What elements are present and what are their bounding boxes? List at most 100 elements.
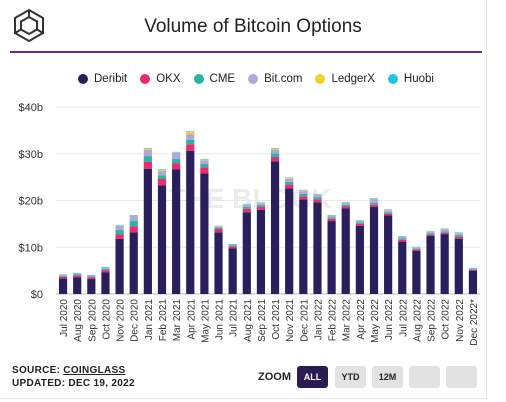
bar-segment-deribit[interactable] xyxy=(73,277,82,294)
bar-segment-bitcom[interactable] xyxy=(454,233,463,236)
bar-segment-okx[interactable] xyxy=(214,229,223,233)
bar-segment-bitcom[interactable] xyxy=(285,178,294,182)
bar-segment-okx[interactable] xyxy=(73,275,82,278)
bar-segment-cme[interactable] xyxy=(87,276,96,278)
bar-segment-cme[interactable] xyxy=(369,202,379,205)
bar-segment-bitcom[interactable] xyxy=(384,210,393,213)
bar-segment-deribit[interactable] xyxy=(200,173,209,294)
bar-segment-cme[interactable] xyxy=(256,205,266,208)
bar-stack[interactable] xyxy=(115,224,124,294)
bar-segment-cme[interactable] xyxy=(186,139,195,145)
bar-segment-okx[interactable] xyxy=(355,223,364,226)
bar-segment-huobi[interactable] xyxy=(172,151,181,153)
bar-stack[interactable] xyxy=(172,151,181,294)
bar-segment-huobi[interactable] xyxy=(115,224,124,226)
bar-segment-huobi[interactable] xyxy=(157,169,167,170)
bar-segment-ledgerx[interactable] xyxy=(242,204,251,205)
bar-stack[interactable] xyxy=(186,131,195,294)
bar-segment-deribit[interactable] xyxy=(384,215,393,294)
bar-segment-deribit[interactable] xyxy=(228,248,237,294)
bar-segment-okx[interactable] xyxy=(313,199,322,203)
bar-segment-okx[interactable] xyxy=(440,232,449,235)
zoom-ytd-button[interactable]: YTD xyxy=(335,366,366,388)
bar-segment-deribit[interactable] xyxy=(129,232,138,294)
bar-segment-okx[interactable] xyxy=(454,236,463,239)
bar-segment-okx[interactable] xyxy=(468,269,478,271)
bar-stack[interactable] xyxy=(440,228,449,294)
bar-segment-cme[interactable] xyxy=(384,212,393,214)
bar-segment-huobi[interactable] xyxy=(228,243,237,245)
bar-segment-okx[interactable] xyxy=(200,167,209,174)
bar-segment-ledgerx[interactable] xyxy=(440,229,449,230)
bar-segment-ledgerx[interactable] xyxy=(285,178,294,179)
bar-segment-bitcom[interactable] xyxy=(87,275,96,277)
bar-stack[interactable] xyxy=(129,214,138,294)
bar-segment-cme[interactable] xyxy=(228,245,237,247)
bar-segment-ledgerx[interactable] xyxy=(157,169,167,172)
bar-segment-ledgerx[interactable] xyxy=(200,159,209,161)
bar-segment-deribit[interactable] xyxy=(341,208,350,294)
legend-item-cme[interactable]: CME xyxy=(193,73,235,85)
bar-segment-deribit[interactable] xyxy=(172,169,181,294)
bar-stack[interactable] xyxy=(242,203,251,294)
bar-stack[interactable] xyxy=(468,267,478,294)
bar-segment-cme[interactable] xyxy=(468,269,478,270)
bar-segment-okx[interactable] xyxy=(299,196,308,200)
bar-segment-ledgerx[interactable] xyxy=(369,198,379,200)
bar-segment-ledgerx[interactable] xyxy=(341,202,350,203)
bar-segment-okx[interactable] xyxy=(101,270,110,273)
bar-segment-deribit[interactable] xyxy=(412,250,421,294)
bar-stack[interactable] xyxy=(384,209,393,294)
bar-segment-bitcom[interactable] xyxy=(186,134,195,140)
bar-segment-cme[interactable] xyxy=(115,229,124,235)
bar-segment-huobi[interactable] xyxy=(285,177,294,179)
bar-segment-cme[interactable] xyxy=(200,164,209,168)
bar-segment-cme[interactable] xyxy=(143,156,152,162)
bar-segment-huobi[interactable] xyxy=(186,131,195,132)
bar-segment-bitcom[interactable] xyxy=(101,267,110,269)
bar-segment-deribit[interactable] xyxy=(299,199,308,294)
bar-segment-okx[interactable] xyxy=(157,178,167,186)
bar-segment-bitcom[interactable] xyxy=(468,268,478,270)
bar-stack[interactable] xyxy=(101,266,110,294)
bar-segment-bitcom[interactable] xyxy=(214,226,223,228)
legend-item-bitcom[interactable]: Bit.com xyxy=(248,73,302,85)
bar-segment-okx[interactable] xyxy=(228,246,237,249)
zoom-all-button[interactable]: ALL xyxy=(297,366,328,388)
bar-segment-deribit[interactable] xyxy=(327,221,336,294)
bar-segment-deribit[interactable] xyxy=(157,185,167,294)
bar-segment-okx[interactable] xyxy=(87,277,96,280)
bar-segment-ledgerx[interactable] xyxy=(398,236,407,237)
bar-stack[interactable] xyxy=(355,220,364,294)
bar-segment-huobi[interactable] xyxy=(468,267,478,269)
bar-stack[interactable] xyxy=(157,169,167,294)
bar-segment-huobi[interactable] xyxy=(341,201,350,203)
bar-stack[interactable] xyxy=(313,193,322,294)
bar-segment-cme[interactable] xyxy=(270,153,280,158)
bar-segment-ledgerx[interactable] xyxy=(355,220,364,222)
bar-stack[interactable] xyxy=(214,225,223,294)
bar-segment-okx[interactable] xyxy=(186,144,195,151)
bar-segment-ledgerx[interactable] xyxy=(299,190,308,192)
bar-segment-deribit[interactable] xyxy=(214,232,223,294)
bar-segment-deribit[interactable] xyxy=(440,234,449,294)
zoom-blank-button[interactable] xyxy=(446,366,477,388)
bar-segment-bitcom[interactable] xyxy=(412,247,421,249)
bar-segment-deribit[interactable] xyxy=(58,278,68,294)
bar-segment-huobi[interactable] xyxy=(398,236,407,237)
bar-segment-ledgerx[interactable] xyxy=(214,226,223,227)
bar-segment-cme[interactable] xyxy=(58,275,68,277)
bar-stack[interactable] xyxy=(426,230,435,294)
bar-segment-bitcom[interactable] xyxy=(172,152,181,159)
bar-stack[interactable] xyxy=(228,243,237,294)
bar-stack[interactable] xyxy=(285,177,294,294)
bar-segment-cme[interactable] xyxy=(157,175,167,179)
bar-segment-huobi[interactable] xyxy=(256,202,266,203)
bar-segment-huobi[interactable] xyxy=(327,214,336,216)
bar-segment-cme[interactable] xyxy=(73,274,82,276)
bar-segment-bitcom[interactable] xyxy=(129,215,138,222)
bar-segment-okx[interactable] xyxy=(327,218,336,222)
bar-segment-cme[interactable] xyxy=(313,197,322,200)
bar-segment-bitcom[interactable] xyxy=(341,202,350,205)
bar-segment-huobi[interactable] xyxy=(270,148,280,149)
